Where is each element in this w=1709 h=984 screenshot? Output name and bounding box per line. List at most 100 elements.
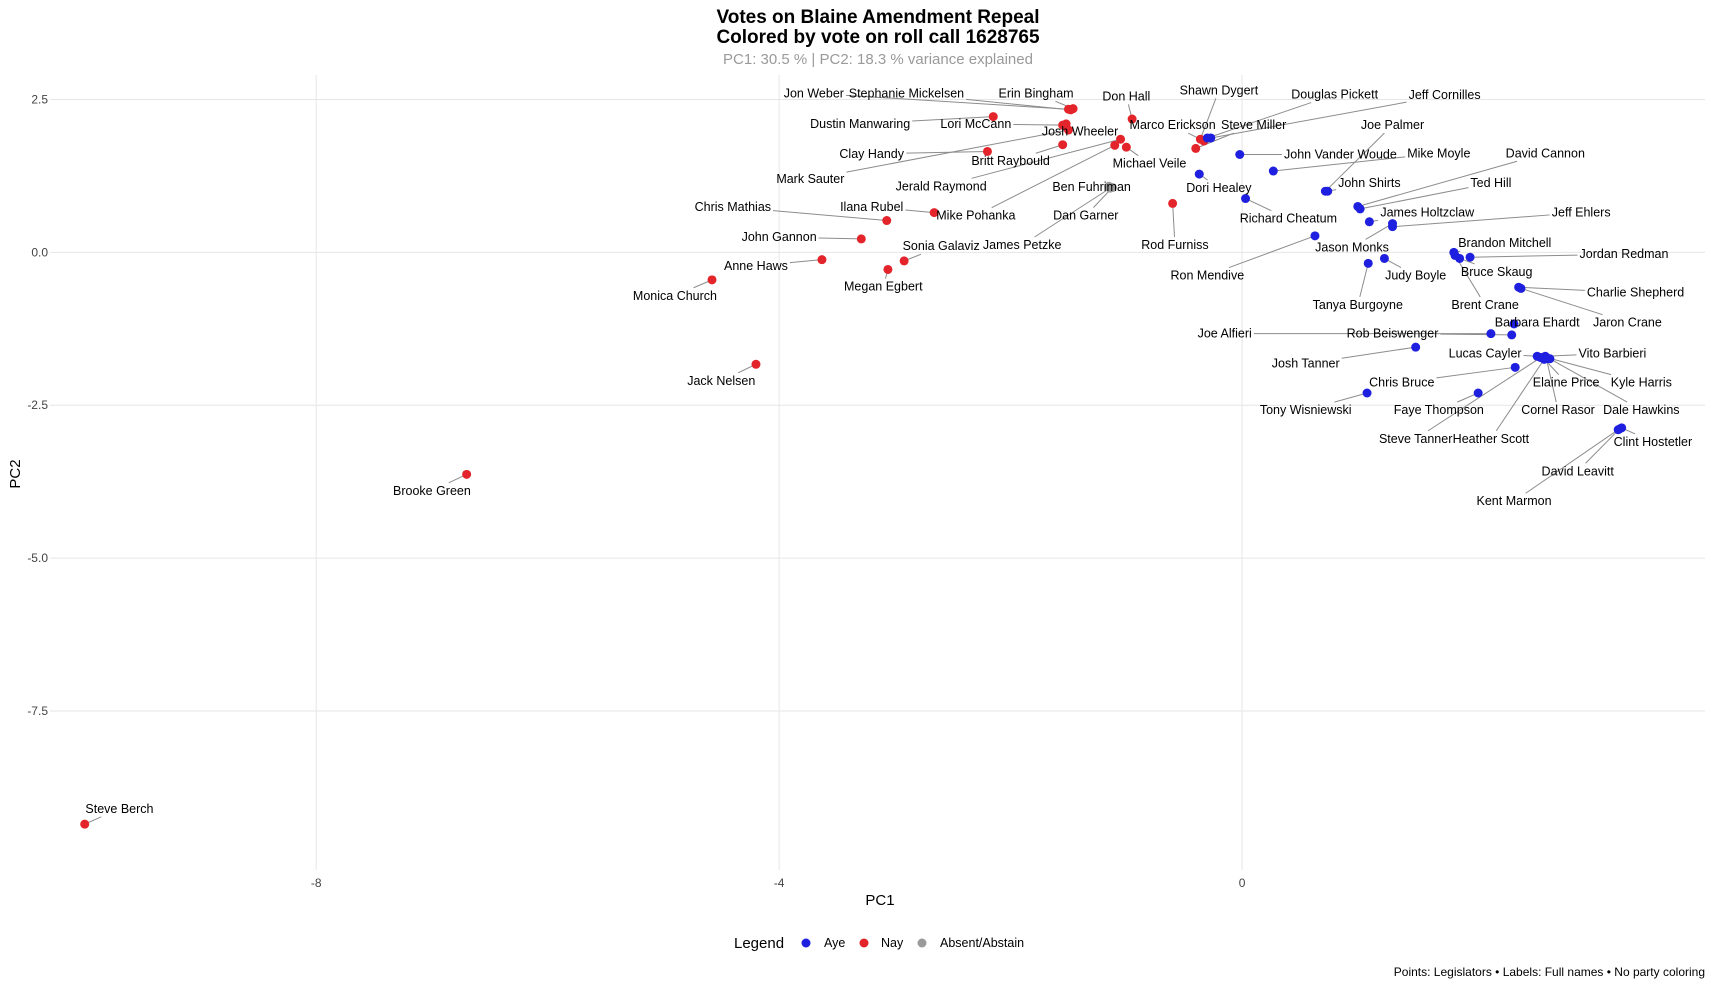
leader-jon-weber [845,94,1069,110]
leader-jason-monks [1365,223,1393,240]
point-label-douglas-pickett: Douglas Pickett [1291,88,1378,102]
axis-ticks: -8 -4 0 2.5 0.0 -2.5 -5.0 -7.5 [27,92,1245,890]
point-label-michael-veile: Michael Veile [1113,157,1187,171]
point-tanya-burgoyne [1363,258,1373,268]
leader-jordan-redman [1470,254,1578,258]
leader-jaron-crane [1520,287,1603,316]
point-sonia-galaviz [899,256,909,266]
point-label-brandon-mitchell: Brandon Mitchell [1458,236,1551,250]
point-label-mike-pohanka: Mike Pohanka [936,209,1015,223]
point-chris-mathias [882,216,892,226]
point-label-dori-healey: Dori Healey [1186,181,1252,195]
point-monica-church [707,275,717,285]
leader-lori-mccann [1013,123,1063,126]
legend-swatch-nay [859,938,869,948]
point-label-john-gannon: John Gannon [742,230,817,244]
leader-kyle-harris [1546,357,1612,376]
leader-steve-tanner [1427,357,1541,432]
y-tick-label: 0.0 [31,245,48,259]
point-label-joe-palmer: Joe Palmer [1361,118,1424,132]
point-josh-tanner [1411,342,1421,352]
point-label-megan-egbert: Megan Egbert [844,280,923,294]
leader-britt-raybould [1035,144,1063,154]
leader-kent-marmon [1525,429,1619,494]
point-ilana-rubel [929,208,939,218]
point-faye-thompson [1473,388,1483,398]
point-label-chris-bruce: Chris Bruce [1369,376,1434,390]
point-kent-marmon [1613,425,1623,435]
point-label-faye-thompson: Faye Thompson [1394,403,1484,417]
point-john-shirts [1323,186,1333,196]
point-ron-mendive [1310,231,1320,241]
point-label-steve-tanner: Steve Tanner [1379,432,1452,446]
leader-richard-cheatum [1245,198,1272,212]
chart-title: Votes on Blaine Amendment Repeal [716,7,1039,28]
legend-label-absent: Absent/Abstain [940,936,1024,950]
point-label-ted-hill: Ted Hill [1470,176,1511,190]
leader-cornel-rasor [1545,358,1557,403]
point-jason-monks [1388,219,1398,229]
leader-mark-sauter [846,129,1069,173]
point-label-anne-haws: Anne Haws [724,259,788,273]
point-clay-handy [982,146,992,156]
point-label-stephanie-mickelsen: Stephanie Mickelsen [849,86,964,100]
leader-clay-handy [906,150,988,154]
point-label-rod-furniss: Rod Furniss [1141,238,1208,252]
point-label-jerald-raymond: Jerald Raymond [896,179,987,193]
point-label-clint-hostetler: Clint Hostetler [1614,435,1693,449]
point-jaron-crane [1516,283,1526,293]
point-label-mark-sauter: Mark Sauter [776,172,844,186]
legend: Legend Aye Nay Absent/Abstain [734,935,1024,952]
x-tick-label: 0 [1239,876,1246,890]
point-label-rob-beiswenger: Rob Beiswenger [1347,327,1439,341]
point-britt-raybould [1058,140,1068,150]
point-megan-egbert [883,264,893,274]
point-mike-moyle [1268,166,1278,176]
point-label-clay-handy: Clay Handy [839,147,904,161]
point-joe-alfieri [1486,329,1496,339]
leader-charlie-shepherd [1518,286,1585,291]
point-label-jason-monks: Jason Monks [1315,240,1389,254]
point-james-petzke [1105,183,1115,193]
point-label-tony-wisniewski: Tony Wisniewski [1260,403,1352,417]
x-tick-label: -8 [311,876,322,890]
point-label-jack-nelsen: Jack Nelsen [687,374,755,388]
leader-john-gannon [818,237,862,240]
leader-shawn-dygert [1199,98,1217,140]
point-label-heather-scott: Heather Scott [1453,432,1530,446]
point-don-hall [1127,114,1137,124]
point-judy-boyle [1379,253,1389,263]
point-label-charlie-shepherd: Charlie Shepherd [1587,286,1684,300]
leader-ilana-rubel [905,209,935,214]
legend-swatch-aye [801,938,811,948]
leader-jeff-cornilles [1210,101,1407,139]
point-label-cornel-rasor: Cornel Rasor [1521,403,1595,417]
leader-chris-mathias [772,210,887,222]
point-label-mike-moyle: Mike Moyle [1407,146,1470,160]
point-label-kyle-harris: Kyle Harris [1611,376,1672,390]
leader-ron-mendive [1228,235,1316,269]
point-label-sonia-galaviz: Sonia Galaviz [903,239,980,253]
point-label-joe-alfieri: Joe Alfieri [1198,327,1252,341]
point-label-erin-bingham: Erin Bingham [999,86,1074,100]
point-mike-pohanka [1110,140,1120,150]
point-label-josh-tanner: Josh Tanner [1272,357,1340,371]
point-ted-hill [1355,204,1365,214]
point-rob-beiswenger [1507,330,1517,340]
point-label-david-cannon: David Cannon [1506,146,1585,160]
point-label-don-hall: Don Hall [1102,89,1150,103]
leader-mike-moyle [1273,156,1406,172]
point-label-marco-erickson: Marco Erickson [1130,118,1216,132]
point-label-chris-mathias: Chris Mathias [695,200,771,214]
point-erin-bingham [1068,104,1078,114]
point-label-britt-raybould: Britt Raybould [971,154,1050,168]
point-label-bruce-skaug: Bruce Skaug [1461,265,1533,279]
point-jerald-raymond [1116,134,1126,144]
data-points [80,104,1627,829]
legend-label-nay: Nay [881,936,904,950]
y-tick-label: -2.5 [27,398,48,412]
leader-david-leavitt [1585,428,1620,464]
point-dori-healey [1194,169,1204,179]
point-brooke-green [462,469,472,479]
